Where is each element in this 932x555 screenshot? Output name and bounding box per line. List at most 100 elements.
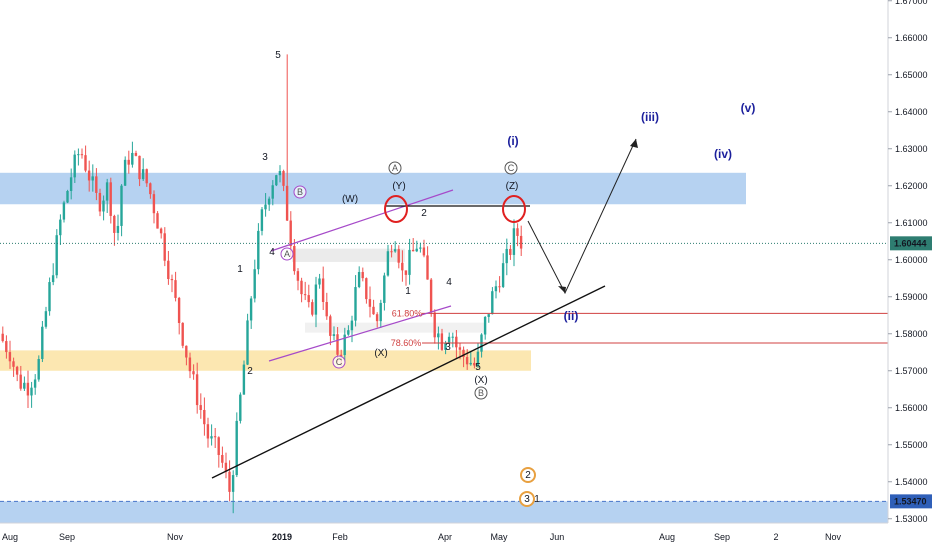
candle-body-101 [365, 278, 368, 300]
event-badge-0[interactable] [520, 467, 536, 483]
wave-circle-label-5: B [478, 388, 484, 398]
candle-body-63 [228, 471, 231, 492]
candle-body-60 [217, 437, 220, 456]
candle-body-56 [203, 409, 206, 425]
candle-body-16 [59, 219, 62, 236]
wave-label-5: (W) [342, 194, 358, 205]
candle-body-125 [451, 336, 454, 338]
consolidation-box [292, 248, 405, 262]
projection-label-0: (i) [507, 134, 518, 148]
price-tick-4: 1.63000 [895, 144, 928, 154]
zone-mid-support [0, 350, 531, 371]
candle-body-83 [300, 280, 303, 295]
candle-body-95 [343, 334, 346, 356]
candle-body-81 [293, 246, 296, 272]
candle-body-47 [170, 279, 174, 281]
projection-label-2: (iii) [641, 110, 659, 124]
event-badge-1[interactable] [519, 491, 535, 507]
candle-body-61 [221, 455, 224, 463]
candle-body-52 [188, 357, 192, 372]
candle-body-97 [350, 320, 354, 331]
candle-body-123 [444, 342, 447, 350]
projection-label-1: (ii) [564, 309, 579, 323]
candle-body-90 [325, 302, 328, 317]
candle-body-72 [260, 209, 264, 231]
candle-body-13 [48, 282, 51, 312]
candle-body-38 [138, 155, 141, 180]
wave-circle-label-0: B [297, 187, 303, 197]
candle-body-41 [149, 183, 152, 195]
projection-label-4: (v) [741, 101, 756, 115]
time-tick-2: Nov [167, 532, 184, 542]
price-tick-11: 1.56000 [895, 403, 928, 413]
retracement-box [305, 322, 485, 333]
candle-body-119 [429, 279, 433, 313]
candle-body-31 [113, 215, 116, 233]
price-tick-12: 1.55000 [895, 440, 928, 450]
fib-label-1: 78.60% [391, 338, 422, 348]
candle-body-6 [23, 382, 26, 389]
candle-body-2 [8, 352, 12, 362]
candle-body-34 [123, 159, 127, 186]
wave-label-1: 3 [262, 152, 268, 163]
candle-body-106 [383, 275, 386, 303]
candle-body-20 [73, 154, 76, 178]
time-tick-11: Nov [825, 532, 842, 542]
candle-body-59 [213, 436, 217, 438]
time-tick-6: May [490, 532, 508, 542]
candle-body-58 [210, 436, 213, 439]
price-tick-1: 1.66000 [895, 33, 928, 43]
candle-body-94 [339, 354, 343, 356]
candle-body-18 [66, 190, 69, 203]
candle-body-67 [242, 364, 246, 395]
candle-body-49 [177, 297, 181, 323]
candle-body-112 [404, 270, 408, 275]
candle-body-71 [257, 230, 260, 270]
zones-layer [0, 172, 888, 547]
candle-body-105 [379, 302, 382, 322]
candle-body-39 [141, 169, 145, 180]
candle-body-104 [375, 314, 379, 322]
candle-body-9 [33, 379, 37, 388]
candles-layer [1, 54, 523, 514]
wave-circle-1 [280, 247, 294, 261]
candle-body-135 [487, 314, 490, 317]
candle-body-89 [321, 278, 325, 303]
candle-body-48 [174, 280, 177, 298]
candle-body-29 [105, 182, 109, 201]
candle-body-50 [181, 322, 184, 346]
candle-body-76 [275, 175, 278, 186]
candle-body-0 [1, 333, 4, 342]
event-badge-label-2: 1 [534, 494, 540, 505]
candle-body-46 [167, 260, 170, 280]
candle-body-88 [318, 278, 321, 285]
candle-body-92 [332, 334, 336, 336]
candle-body-122 [440, 333, 444, 350]
candle-body-132 [476, 351, 480, 366]
candle-body-57 [206, 424, 210, 439]
candle-body-36 [131, 152, 134, 165]
candle-body-98 [354, 287, 357, 321]
highlight-circle-right [502, 195, 526, 223]
candle-body-99 [357, 272, 361, 288]
time-tick-3: 2019 [272, 532, 292, 542]
arrowhead-down [558, 286, 566, 293]
wave-label-0: 5 [275, 50, 281, 61]
wave-label-14: (X) [474, 375, 487, 386]
channel-lower-line [268, 305, 452, 362]
candle-body-26 [95, 176, 98, 193]
candle-body-127 [458, 347, 462, 350]
wave-label-4: 2 [247, 366, 253, 377]
wave-label-9: 2 [421, 208, 427, 219]
candle-body-15 [55, 235, 58, 276]
wave-circle-3 [388, 161, 402, 175]
candle-body-30 [109, 182, 112, 216]
candle-body-82 [296, 271, 300, 281]
candle-body-23 [84, 155, 87, 171]
candle-body-131 [473, 362, 476, 366]
candle-body-120 [433, 312, 436, 338]
candle-body-21 [77, 154, 80, 156]
